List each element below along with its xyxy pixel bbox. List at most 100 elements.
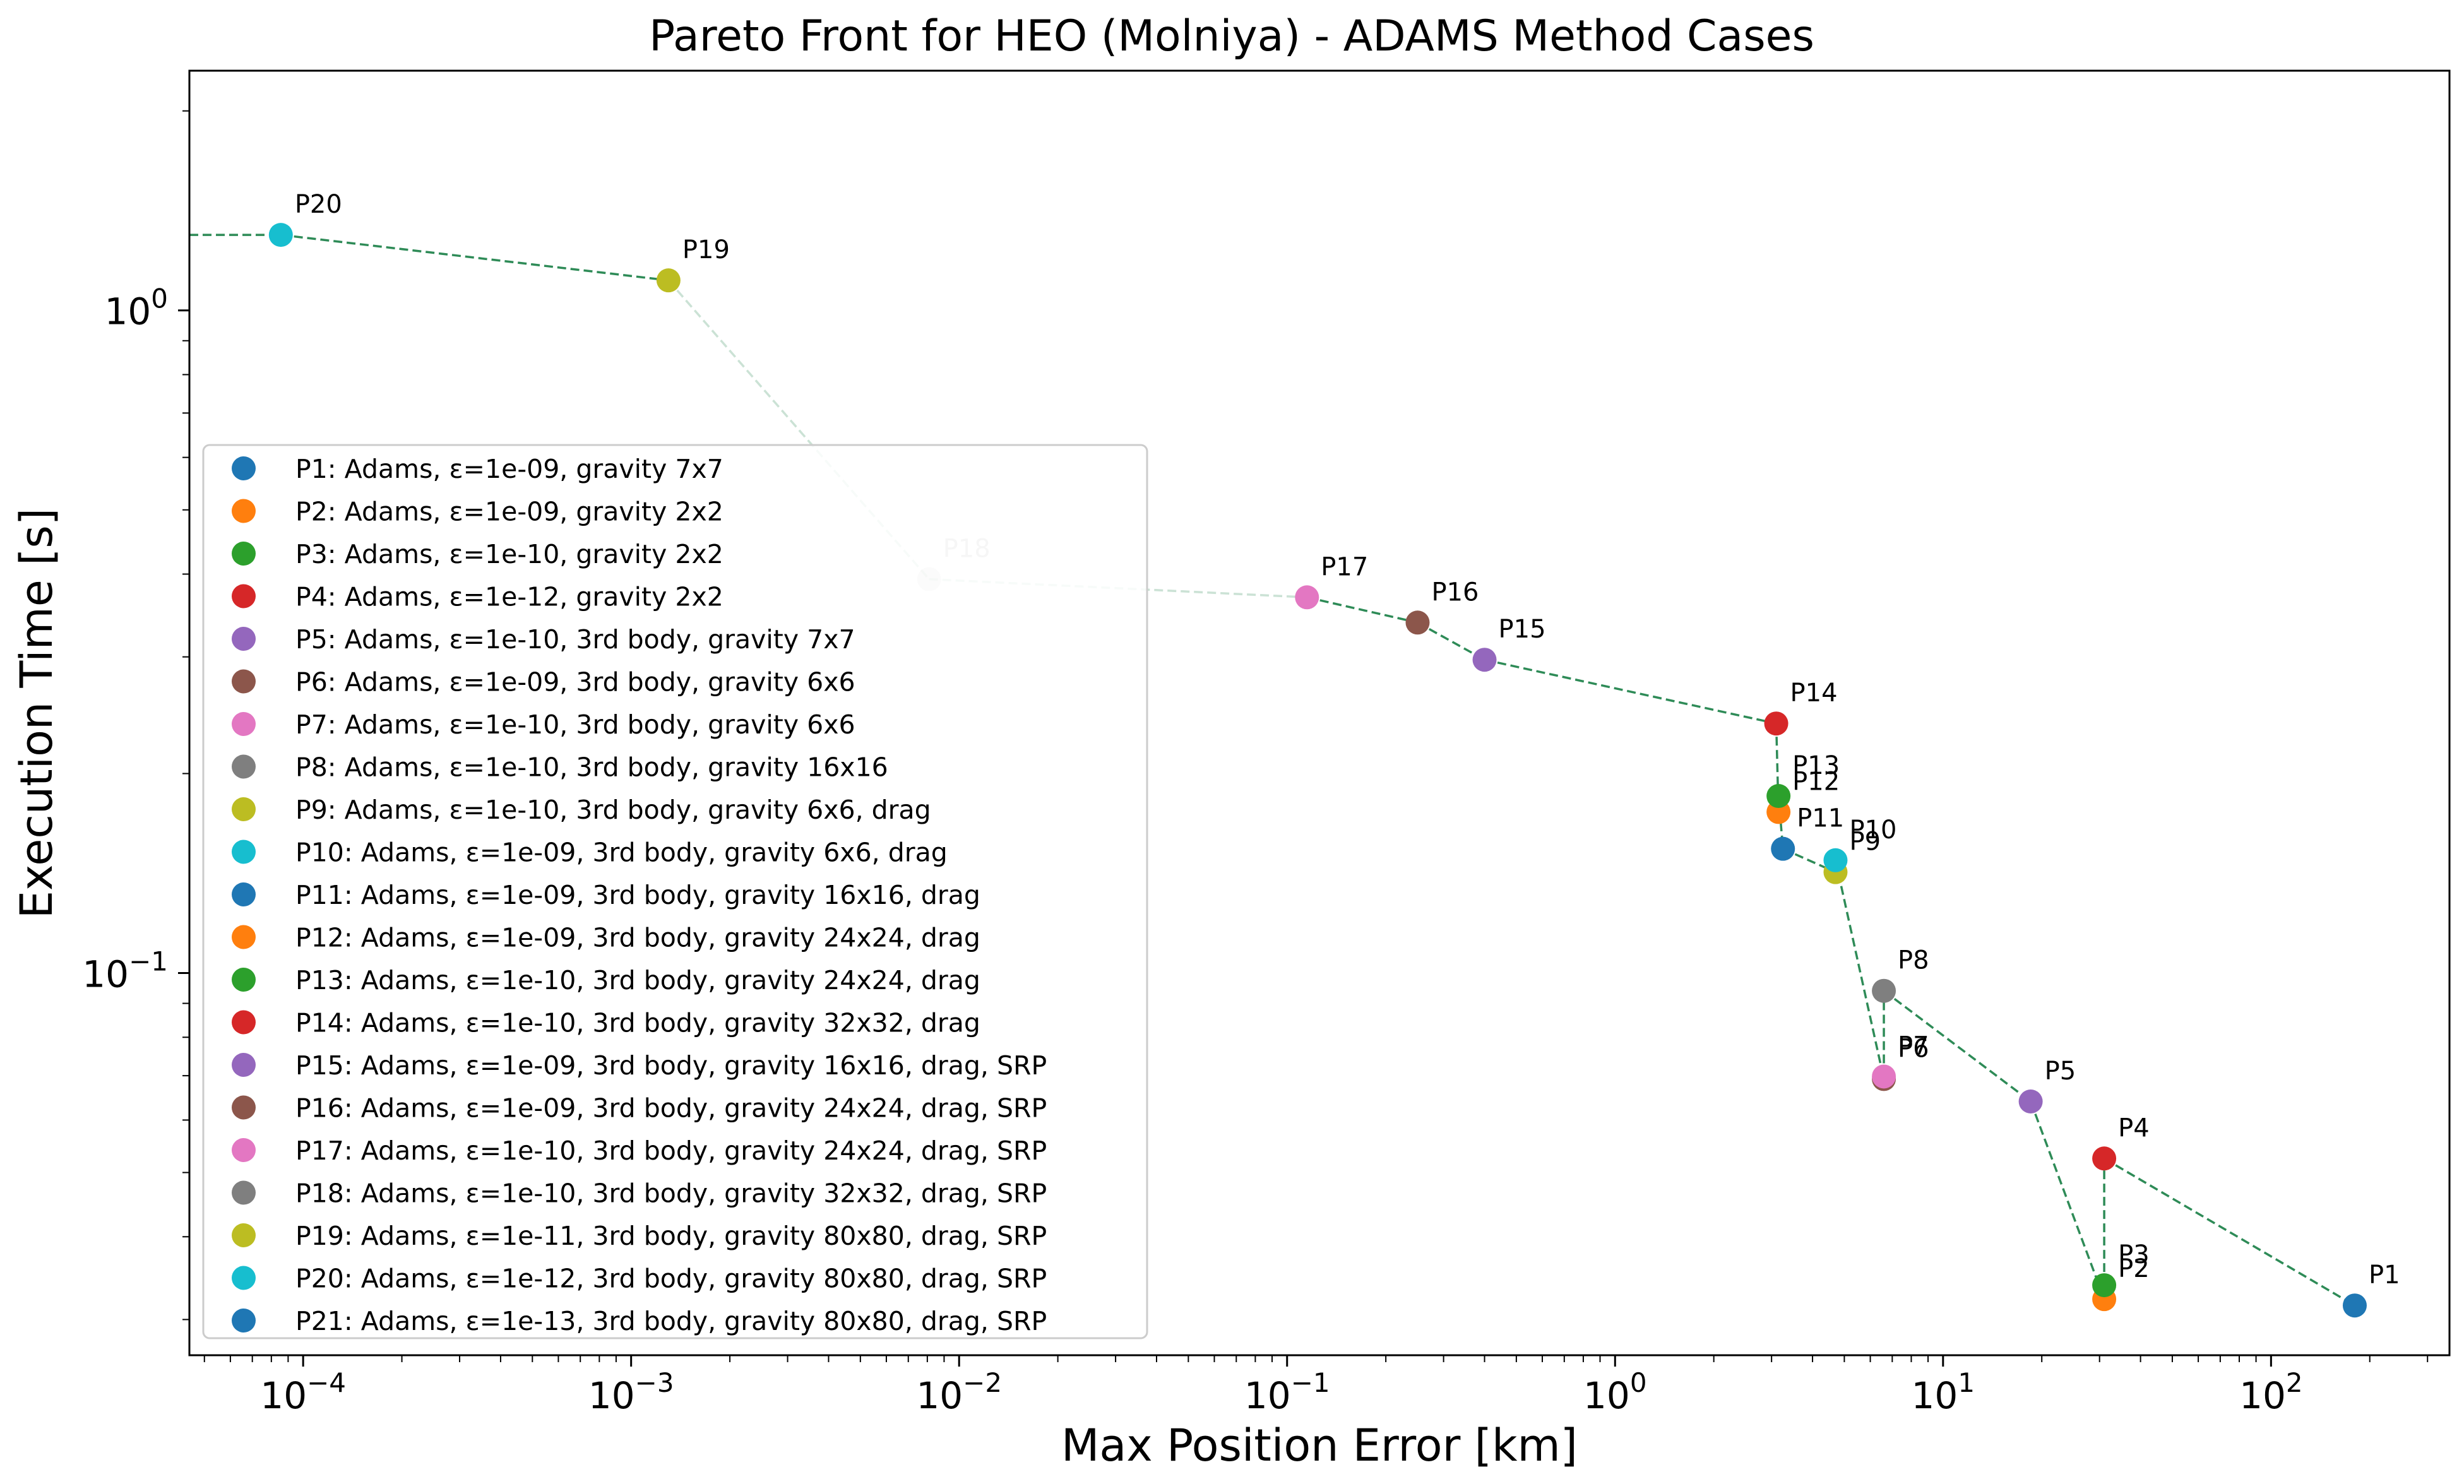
data-point-p1 (2342, 1293, 2367, 1318)
point-label-p14: P14 (1790, 679, 1838, 708)
legend-entry: P2: Adams, ε=1e-09, gravity 2x2 (295, 497, 723, 527)
legend-marker (232, 882, 256, 906)
data-point-p15 (1472, 648, 1497, 672)
legend-marker (232, 840, 256, 864)
data-point-p7 (1872, 1064, 1896, 1089)
x-axis-label: Max Position Error [km] (1061, 1420, 1578, 1471)
tick-labels: 10−4 10−3 10−2 10−1 100 101 102 10−1 100 (82, 283, 2302, 1417)
point-label-p13: P13 (1792, 751, 1840, 780)
legend-entry: P20: Adams, ε=1e-12, 3rd body, gravity 8… (295, 1264, 1047, 1294)
legend-entry: P1: Adams, ε=1e-09, gravity 7x7 (295, 454, 723, 484)
legend-entry: P21: Adams, ε=1e-13, 3rd body, gravity 8… (295, 1306, 1047, 1336)
legend-marker (232, 1309, 256, 1333)
legend-entry: P9: Adams, ε=1e-10, 3rd body, gravity 6x… (295, 795, 931, 825)
data-point-p5 (2018, 1089, 2043, 1113)
pareto-line-segment (1834, 860, 1885, 1079)
legend-entry: P12: Adams, ε=1e-09, 3rd body, gravity 2… (295, 923, 980, 953)
data-point-p19 (656, 268, 681, 293)
point-label-p3: P3 (2118, 1240, 2150, 1269)
legend-marker (232, 1223, 256, 1247)
pareto-line-segment (1484, 658, 1777, 725)
legend-entry: P16: Adams, ε=1e-09, 3rd body, gravity 2… (295, 1093, 1047, 1124)
x-tick-label: 102 (2239, 1367, 2303, 1417)
point-label-p10: P10 (1849, 816, 1896, 845)
pareto-line-segment (280, 234, 669, 282)
pareto-line-segment (2104, 1157, 2355, 1307)
point-label-p11: P11 (1797, 804, 1844, 833)
legend-entry: P5: Adams, ε=1e-10, 3rd body, gravity 7x… (295, 624, 855, 655)
legend-marker (232, 712, 256, 736)
legend-entry: P13: Adams, ε=1e-10, 3rd body, gravity 2… (295, 965, 980, 995)
x-tick-label: 101 (1912, 1367, 1975, 1417)
legend-marker (232, 1095, 256, 1120)
legend-marker (232, 754, 256, 779)
point-label-p20: P20 (295, 190, 342, 219)
pareto-line-segment (1306, 596, 1418, 624)
point-label-p4: P4 (2118, 1113, 2150, 1143)
legend-entry: P18: Adams, ε=1e-10, 3rd body, gravity 3… (295, 1178, 1047, 1209)
point-label-p6: P6 (1898, 1034, 1929, 1063)
y-tick-label: 100 (104, 283, 168, 333)
data-point-p14 (1764, 711, 1788, 736)
data-point-p17 (1295, 585, 1319, 610)
minor-ticks (182, 110, 2429, 1362)
legend-marker (232, 456, 256, 480)
legend-entry: P19: Adams, ε=1e-11, 3rd body, gravity 8… (295, 1221, 1047, 1251)
legend-box (202, 444, 1148, 1339)
data-point-p20 (268, 223, 293, 247)
legend-entry: P10: Adams, ε=1e-09, 3rd body, gravity 6… (295, 838, 948, 868)
legend-entry: P15: Adams, ε=1e-09, 3rd body, gravity 1… (295, 1050, 1047, 1081)
y-axis-label: Execution Time [s] (11, 508, 62, 918)
data-point-p13 (1766, 784, 1791, 809)
legend-entry: P7: Adams, ε=1e-10, 3rd body, gravity 6x… (295, 709, 855, 740)
legend-entry: P14: Adams, ε=1e-10, 3rd body, gravity 3… (295, 1008, 980, 1038)
legend: P1: Adams, ε=1e-09, gravity 7x7 P2: Adams… (202, 444, 1148, 1339)
legend-marker (232, 499, 256, 523)
legend-entry: P17: Adams, ε=1e-10, 3rd body, gravity 2… (295, 1136, 1047, 1166)
x-tick-label: 10−4 (260, 1367, 346, 1417)
major-ticks (178, 309, 2272, 1367)
legend-marker (232, 669, 256, 694)
pareto-line-segment (1883, 990, 2032, 1103)
point-label-p15: P15 (1499, 615, 1546, 644)
legend-marker (232, 542, 256, 566)
x-tick-label: 10−1 (1244, 1367, 1330, 1417)
legend-marker (232, 925, 256, 949)
legend-entry: P6: Adams, ε=1e-09, 3rd body, gravity 6x… (295, 667, 855, 697)
legend-marker (232, 797, 256, 821)
legend-marker (232, 1010, 256, 1035)
x-tick-label: 10−3 (588, 1367, 674, 1417)
legend-marker (232, 968, 256, 992)
legend-marker (232, 627, 256, 651)
legend-marker (232, 1138, 256, 1162)
y-tick-label: 10−1 (82, 946, 168, 996)
point-label-p1: P1 (2369, 1261, 2400, 1290)
legend-marker (232, 1266, 256, 1290)
data-point-p3 (2092, 1273, 2117, 1298)
data-point-p16 (1405, 610, 1430, 635)
point-label-p7: P7 (1898, 1031, 1929, 1060)
point-label-p9: P9 (1849, 828, 1881, 857)
x-tick-label: 100 (1583, 1367, 1647, 1417)
legend-marker (232, 1180, 256, 1205)
point-label-p12: P12 (1792, 767, 1840, 796)
chart-title: Pareto Front for HEO (Molniya) - ADAMS M… (649, 11, 1814, 61)
data-point-p10 (1823, 848, 1848, 872)
legend-entry: P3: Adams, ε=1e-10, gravity 2x2 (295, 539, 723, 569)
legend-entry: P4: Adams, ε=1e-12, gravity 2x2 (295, 582, 723, 612)
plot-frame (188, 69, 2451, 1356)
point-label-p8: P8 (1898, 946, 1929, 975)
point-label-p5: P5 (2045, 1057, 2076, 1086)
data-point-p11 (1771, 836, 1795, 861)
pareto-line-segment (2029, 1101, 2105, 1300)
point-label-p17: P17 (1321, 552, 1368, 581)
data-point-p4 (2092, 1146, 2117, 1171)
x-tick-label: 10−2 (916, 1367, 1002, 1417)
legend-marker (232, 584, 256, 608)
legend-marker (232, 1053, 256, 1077)
point-label-p19: P19 (682, 235, 730, 264)
point-label-p2: P2 (2118, 1254, 2150, 1283)
legend-entry: P8: Adams, ε=1e-10, 3rd body, gravity 16… (295, 752, 888, 783)
